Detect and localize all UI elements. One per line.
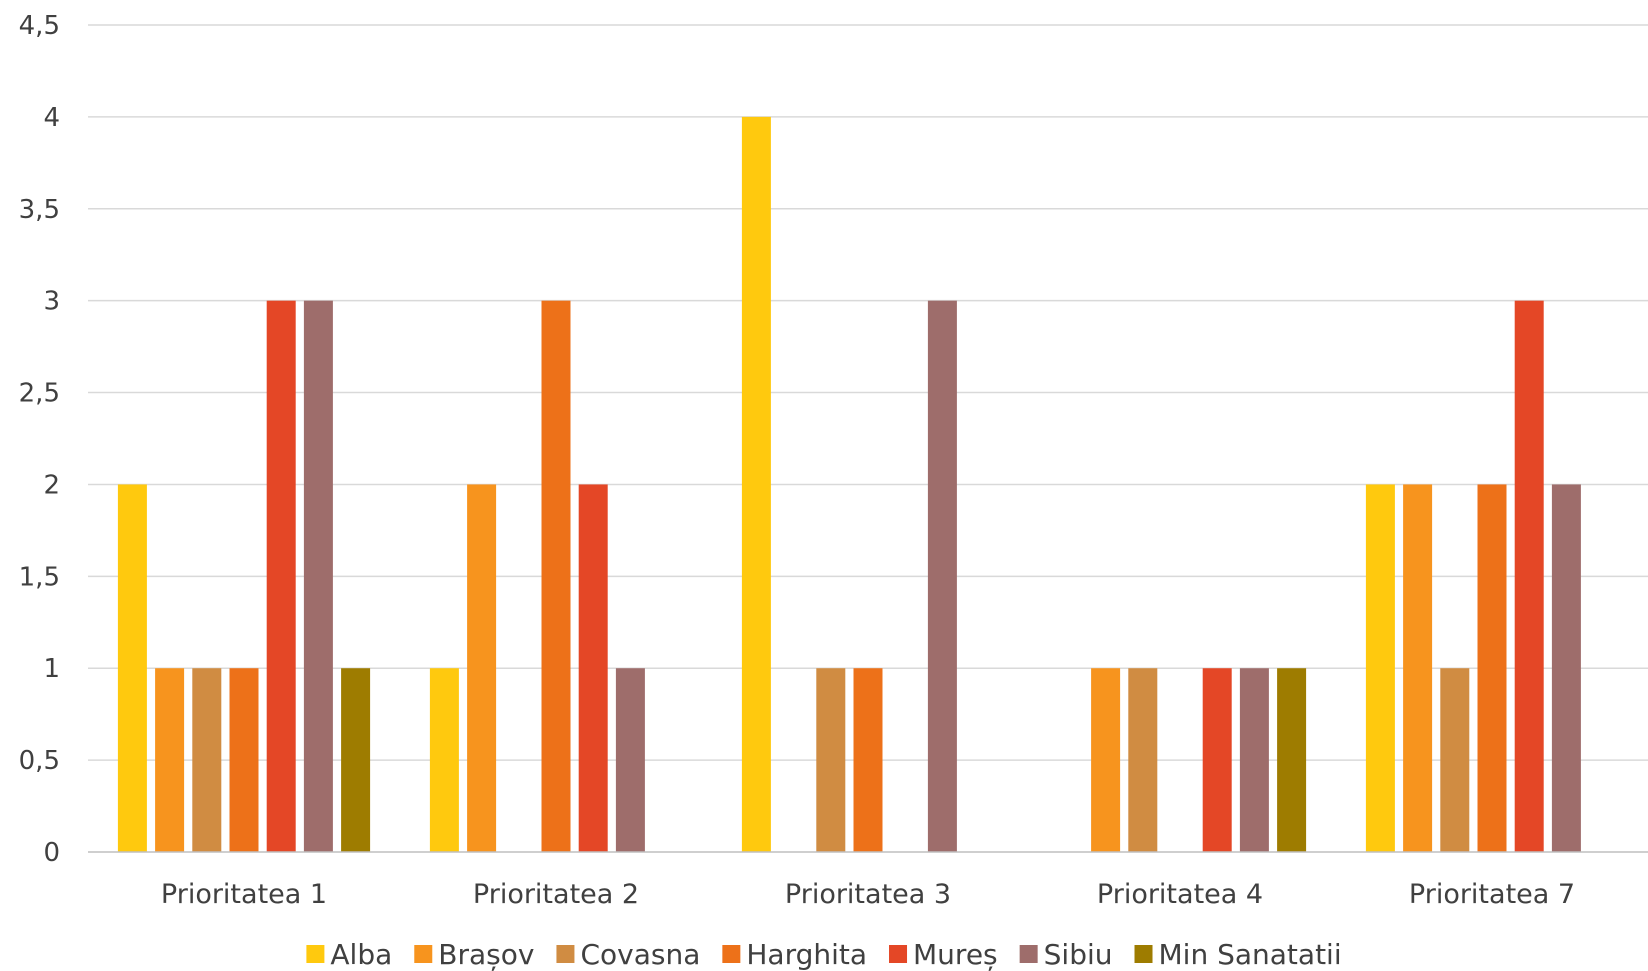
bar-brașov-5	[1403, 484, 1433, 852]
bar-brașov-4	[1091, 668, 1121, 852]
y-tick-label: 2,5	[19, 379, 60, 409]
legend-swatch	[1019, 945, 1038, 963]
x-category-label: Prioritatea 4	[1097, 879, 1263, 910]
bar-alba-1	[117, 484, 147, 852]
bar-mureș-4	[1202, 668, 1232, 852]
legend-swatch	[556, 945, 575, 963]
legend-label: Mureș	[913, 938, 998, 971]
bar-sibiu-2	[615, 668, 645, 852]
bar-sibiu-4	[1239, 668, 1269, 852]
bar-min-sanatatii-1	[341, 668, 371, 852]
legend-label: Sibiu	[1044, 938, 1113, 971]
bar-mureș-5	[1514, 300, 1544, 853]
y-tick-label: 3	[43, 287, 60, 317]
y-tick-label: 0,5	[19, 746, 60, 776]
y-tick-label: 1	[43, 654, 60, 684]
bar-covasna-5	[1440, 668, 1470, 852]
bar-min-sanatatii-4	[1277, 668, 1307, 852]
bar-sibiu-5	[1551, 484, 1581, 852]
x-category-label: Prioritatea 7	[1409, 879, 1575, 910]
legend: Alba Brașov Covasna Harghita Mureș Sibiu Min S…	[306, 938, 1342, 971]
legend-swatch	[1134, 945, 1153, 963]
legend-item: Mureș	[889, 938, 998, 971]
legend-label: Min Sanatatii	[1159, 938, 1342, 971]
bar-harghita-1	[229, 668, 259, 852]
legend-item: Alba	[306, 938, 392, 971]
bar-sibiu-1	[303, 300, 333, 853]
legend-swatch	[889, 945, 908, 963]
bar-alba-3	[741, 116, 771, 852]
x-category-label: Prioritatea 3	[785, 879, 951, 910]
bar-mureș-2	[578, 484, 608, 852]
bar-alba-5	[1365, 484, 1395, 852]
bar-alba-2	[429, 668, 459, 852]
bar-harghita-2	[541, 300, 571, 853]
x-axis-category-labels: Prioritatea 1 Prioritatea 2 Prioritatea 3 P…	[161, 879, 1575, 910]
y-tick-label: 3,5	[19, 195, 60, 225]
bar-covasna-4	[1128, 668, 1158, 852]
legend-swatch	[306, 945, 325, 963]
bar-harghita-5	[1477, 484, 1507, 852]
legend-item: Sibiu	[1019, 938, 1113, 971]
y-tick-label: 4,5	[19, 11, 60, 41]
legend-item: Harghita	[722, 938, 867, 971]
legend-swatch	[414, 945, 433, 963]
legend-item: Brașov	[414, 938, 534, 971]
bar-brașov-1	[155, 668, 185, 852]
legend-label: Harghita	[746, 938, 867, 971]
legend-label: Covasna	[580, 938, 700, 971]
y-axis-tick-labels: 0 0,5 1 1,5 2 2,5 3 3,5 4 4,5	[19, 11, 60, 868]
y-tick-label: 4	[43, 103, 60, 133]
bars	[117, 116, 1581, 853]
x-category-label: Prioritatea 1	[161, 879, 327, 910]
legend-swatch	[722, 945, 741, 963]
bar-brașov-2	[467, 484, 497, 852]
legend-label: Brașov	[438, 938, 534, 971]
bar-mureș-1	[266, 300, 296, 853]
legend-item: Min Sanatatii	[1134, 938, 1342, 971]
bar-sibiu-3	[927, 300, 957, 853]
bar-covasna-1	[192, 668, 222, 852]
legend-item: Covasna	[556, 938, 700, 971]
y-tick-label: 2	[43, 470, 60, 500]
bar-harghita-3	[853, 668, 883, 852]
bar-covasna-3	[816, 668, 846, 852]
legend-label: Alba	[330, 938, 392, 971]
x-category-label: Prioritatea 2	[473, 879, 639, 910]
y-tick-label: 1,5	[19, 562, 60, 592]
y-tick-label: 0	[43, 838, 60, 868]
